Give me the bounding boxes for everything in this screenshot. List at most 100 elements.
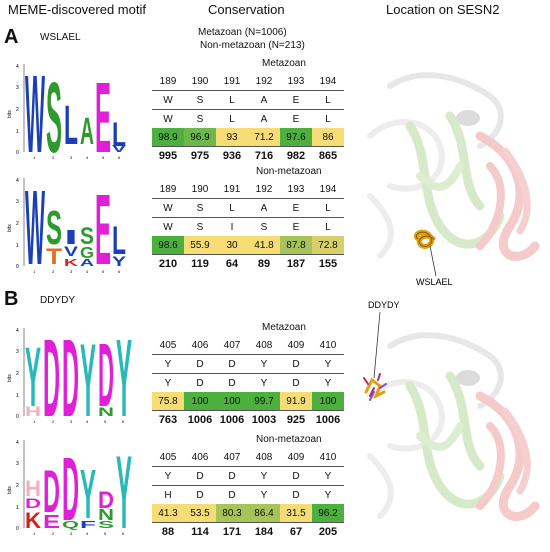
- svg-text:H: H: [25, 476, 41, 501]
- svg-text:S: S: [98, 520, 115, 531]
- svg-text:K: K: [25, 508, 41, 533]
- logo-axis-label: bits: [7, 110, 13, 118]
- svg-text:V: V: [64, 243, 79, 259]
- svg-text:A: A: [80, 258, 94, 269]
- panel-a-table2-title: Non-metazoan: [256, 166, 322, 177]
- panel-a-letter: A: [4, 26, 19, 48]
- svg-text:4: 4: [86, 155, 89, 160]
- svg-text:H: H: [25, 403, 41, 419]
- svg-text:Y: Y: [112, 253, 127, 269]
- svg-text:3: 3: [70, 155, 73, 160]
- svg-text:2: 2: [16, 483, 19, 489]
- svg-text:D: D: [62, 322, 79, 428]
- svg-text:Y: Y: [116, 322, 132, 428]
- svg-text:4: 4: [16, 178, 19, 184]
- svg-text:I: I: [64, 227, 78, 249]
- svg-text:1: 1: [33, 269, 36, 274]
- svg-text:5: 5: [104, 419, 107, 424]
- panel-b-table2-title: Non-metazoan: [256, 434, 322, 445]
- svg-text:D: D: [43, 322, 60, 428]
- conservation-column-header: Conservation: [208, 2, 285, 17]
- svg-text:F: F: [80, 520, 96, 531]
- svg-text:T: T: [46, 244, 63, 269]
- svg-text:0: 0: [16, 414, 19, 420]
- svg-text:bits: bits: [7, 486, 13, 494]
- svg-text:5: 5: [102, 269, 105, 274]
- svg-text:1: 1: [16, 129, 19, 135]
- svg-text:0: 0: [16, 150, 19, 156]
- panel-b-nonmetazoan-logo: 0 1 2 3 4 bits H D K D E D Q Y F D N S Y 1 2 3…: [7, 435, 132, 540]
- svg-text:L: L: [112, 219, 126, 263]
- svg-text:1: 1: [33, 419, 36, 424]
- svg-text:2: 2: [16, 221, 19, 227]
- svg-text:V: V: [112, 144, 127, 155]
- svg-text:6: 6: [122, 531, 125, 536]
- panel-b-structure-label: DDYDY: [368, 300, 400, 310]
- svg-text:1: 1: [16, 393, 19, 399]
- svg-text:3: 3: [16, 461, 19, 467]
- logo-letter-W: W: [25, 58, 45, 164]
- svg-text:2: 2: [16, 371, 19, 377]
- svg-text:0: 0: [16, 264, 19, 270]
- svg-text:Y: Y: [80, 455, 96, 533]
- svg-text:1: 1: [16, 243, 19, 249]
- svg-text:3: 3: [70, 269, 73, 274]
- logo-letter-A: A: [80, 111, 94, 153]
- svg-text:G: G: [80, 245, 94, 262]
- panel-a-nonmetazoan-count: Non-metazoan (N=213): [200, 40, 305, 51]
- svg-text:D: D: [43, 458, 60, 525]
- logo-letter-L2: L: [112, 116, 126, 154]
- svg-text:5: 5: [102, 155, 105, 160]
- panel-b-motif-name: DDYDY: [40, 295, 76, 306]
- svg-text:S: S: [46, 202, 62, 255]
- svg-text:Q: Q: [62, 520, 79, 531]
- svg-text:W: W: [25, 172, 45, 278]
- logo-letter-L: L: [64, 93, 78, 156]
- svg-text:2: 2: [52, 269, 55, 274]
- svg-text:3: 3: [16, 349, 19, 355]
- svg-text:6: 6: [118, 155, 121, 160]
- svg-text:bits: bits: [7, 374, 13, 382]
- panel-b-metazoan-logo: 0 1 2 3 4 bits Y H D D Y D N Y 1 2 3 4 5 6: [7, 322, 132, 428]
- svg-text:4: 4: [86, 531, 89, 536]
- svg-text:Y: Y: [25, 330, 41, 424]
- svg-text:E: E: [95, 174, 111, 278]
- svg-text:2: 2: [52, 155, 55, 160]
- svg-text:N: N: [98, 507, 114, 524]
- panel-b-letter: B: [4, 288, 19, 310]
- svg-text:Y: Y: [80, 323, 96, 428]
- svg-text:1: 1: [33, 531, 36, 536]
- svg-text:2: 2: [52, 531, 55, 536]
- logo-letter-S: S: [46, 62, 62, 164]
- logo-letter-E: E: [95, 62, 111, 164]
- svg-text:4: 4: [16, 440, 19, 446]
- svg-text:D: D: [98, 487, 114, 514]
- panel-a-nonmetazoan-logo: 0 1 2 3 4 bits W S T I V K S G A E L Y 1…: [7, 172, 127, 278]
- panel-a-motif-name: WSLAEL: [40, 32, 81, 43]
- svg-text:6: 6: [122, 419, 125, 424]
- svg-text:3: 3: [16, 85, 19, 91]
- svg-text:D: D: [98, 326, 114, 426]
- panel-b-sesn2-structure: DDYDY: [363, 300, 540, 521]
- svg-text:K: K: [64, 258, 79, 269]
- panel-a-table1-title: Metazoan: [262, 58, 306, 69]
- svg-text:2: 2: [16, 107, 19, 113]
- svg-text:5: 5: [104, 531, 107, 536]
- svg-text:4: 4: [16, 64, 19, 70]
- svg-text:2: 2: [52, 419, 55, 424]
- location-column-header: Location on SESN2: [386, 2, 500, 17]
- svg-text:bits: bits: [7, 224, 13, 232]
- svg-text:D: D: [62, 440, 79, 540]
- svg-text:S: S: [80, 223, 94, 250]
- svg-text:3: 3: [70, 419, 73, 424]
- svg-text:Y: Y: [116, 435, 132, 540]
- svg-text:6: 6: [118, 269, 121, 274]
- panel-a-metazoan-logo: 0 1 2 3 4 bits W S L A E L V 1 2 3 4 5 6: [7, 58, 127, 164]
- panel-a-sesn2-structure: WSLAEL: [367, 72, 540, 286]
- svg-text:4: 4: [16, 328, 19, 334]
- panel-a-structure-label: WSLAEL: [416, 277, 453, 286]
